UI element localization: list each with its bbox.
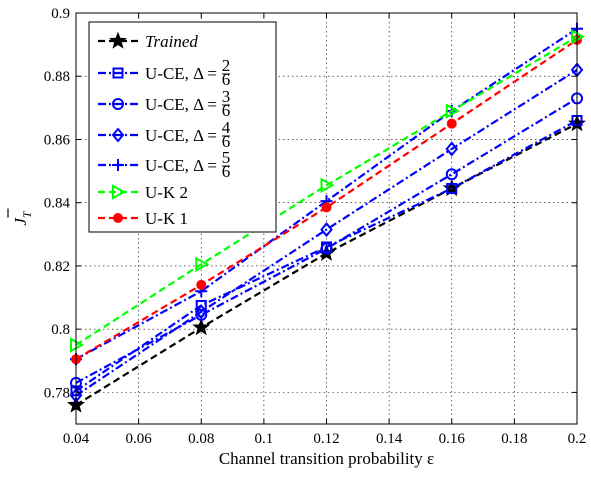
legend-fraction-numerator: 5	[222, 148, 231, 167]
x-tick-label: 0.14	[376, 431, 403, 447]
series-line	[75, 27, 578, 361]
series-line	[75, 68, 578, 397]
legend-fraction-numerator: 3	[222, 87, 231, 106]
point-star	[192, 318, 211, 336]
y-axis-label: JT	[11, 210, 34, 226]
legend-label: Trained	[145, 32, 198, 51]
y-axis-symbol: J	[11, 217, 30, 226]
star-marker	[192, 318, 211, 336]
legend-entry: U-K 1	[98, 209, 188, 228]
y-tick-label: 0.86	[44, 132, 71, 148]
y-tick-label: 0.78	[44, 385, 70, 401]
legend-fraction-numerator: 4	[222, 118, 231, 137]
dot-marker	[113, 213, 123, 223]
triangle-marker	[445, 103, 460, 119]
legend-label: U-K 1	[145, 209, 188, 228]
point-triangle-right	[320, 177, 335, 193]
legend-fraction-denominator: 6	[222, 101, 231, 120]
diamond-marker	[320, 222, 333, 238]
series-7	[71, 34, 582, 365]
triangle-marker	[112, 184, 127, 200]
x-tick-label: 0.1	[255, 431, 274, 447]
x-tick-label: 0.04	[63, 431, 90, 447]
legend-label: U-CE, Δ =	[145, 126, 217, 145]
series-line	[75, 97, 578, 384]
plus-marker	[112, 159, 124, 171]
point-dot	[196, 279, 207, 290]
legend-fraction-denominator: 6	[222, 162, 231, 181]
legend-entry: U-K 2	[98, 183, 188, 202]
legend-label: U-CE, Δ =	[145, 95, 217, 114]
legend-fraction-denominator: 6	[222, 70, 231, 89]
point-diamond	[111, 127, 125, 143]
point-circle	[445, 168, 458, 181]
dot-marker	[196, 279, 207, 290]
legend-box	[88, 21, 277, 233]
dot-marker	[321, 202, 332, 213]
point-triangle-right	[112, 184, 127, 200]
y-tick-label: 0.82	[44, 259, 70, 275]
x-tick-label: 0.12	[313, 431, 339, 447]
triangle-marker	[320, 177, 335, 193]
x-tick-label: 0.18	[501, 431, 527, 447]
point-diamond	[194, 304, 208, 320]
legend-entry: Trained	[98, 31, 198, 51]
point-triangle-right	[445, 103, 460, 119]
legend-entry: U-CE, Δ = 26	[98, 56, 230, 89]
y-tick-label: 0.8	[51, 322, 70, 338]
square-marker	[112, 67, 124, 79]
circle-marker	[445, 168, 458, 181]
point-dot	[113, 213, 123, 223]
legend-entry: U-CE, Δ = 46	[98, 118, 231, 151]
legend-label: U-K 2	[145, 183, 188, 202]
legend-entry: U-CE, Δ = 36	[98, 87, 230, 120]
series-line	[75, 119, 578, 392]
square-marker	[446, 182, 458, 194]
x-tick-label: 0.16	[439, 431, 466, 447]
point-plus	[112, 159, 124, 171]
series-line	[75, 35, 578, 346]
diamond-marker	[445, 141, 459, 157]
legend-fraction-denominator: 6	[222, 132, 231, 151]
star-marker	[109, 31, 127, 49]
legend-entry: U-CE, Δ = 56	[98, 148, 230, 181]
ticks: 0.04 0.06 0.08 0.1 0.12 0.14 0.16 0.18 0.2 0.78 0.…	[44, 6, 587, 447]
point-star	[109, 31, 127, 49]
y-axis-subscript: T	[20, 210, 34, 218]
circle-marker	[112, 98, 124, 110]
series-layer	[67, 22, 586, 413]
x-tick-label: 0.06	[126, 431, 153, 447]
point-circle	[112, 98, 124, 110]
point-square	[112, 67, 124, 79]
diamond-marker	[194, 304, 208, 320]
point-triangle-right	[195, 256, 210, 273]
point-diamond	[320, 222, 333, 238]
triangle-marker	[195, 256, 210, 273]
diamond-marker	[111, 127, 125, 143]
x-axis-label: Channel transition probability ε	[219, 449, 434, 468]
point-dot	[446, 118, 457, 129]
x-tick-label: 0.2	[568, 431, 587, 447]
legend-label: U-CE, Δ =	[145, 156, 217, 175]
y-tick-label: 0.84	[44, 196, 71, 212]
point-square	[446, 182, 458, 194]
point-dot	[321, 202, 332, 213]
point-circle	[320, 242, 333, 255]
x-tick-label: 0.08	[188, 431, 214, 447]
circle-marker	[320, 242, 333, 255]
dot-marker	[446, 118, 457, 129]
y-tick-label: 0.9	[51, 6, 70, 22]
y-tick-label: 0.88	[44, 69, 70, 85]
point-diamond	[445, 141, 459, 157]
legend-fraction-numerator: 2	[222, 56, 231, 75]
legend-label: U-CE, Δ =	[145, 64, 217, 83]
